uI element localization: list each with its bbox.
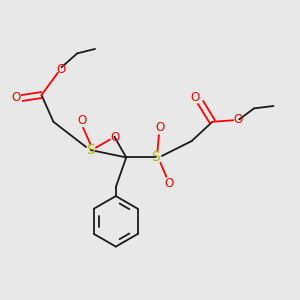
Text: O: O (164, 177, 173, 190)
Text: S: S (86, 143, 95, 157)
Text: O: O (56, 63, 65, 76)
Text: O: O (156, 121, 165, 134)
Text: S: S (152, 150, 160, 164)
Text: O: O (77, 114, 86, 127)
Text: O: O (111, 131, 120, 144)
Text: O: O (190, 92, 199, 104)
Text: O: O (12, 92, 21, 104)
Text: O: O (233, 113, 242, 126)
